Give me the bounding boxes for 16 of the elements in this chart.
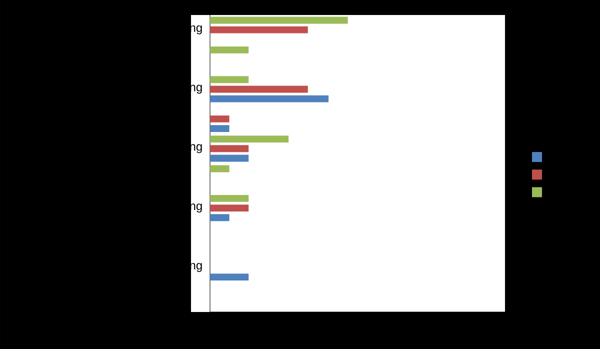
bar (210, 145, 249, 152)
bar (210, 26, 308, 34)
bar (210, 274, 249, 281)
bar (210, 86, 308, 93)
bar (210, 95, 329, 102)
bar (210, 115, 230, 122)
bar (210, 16, 348, 24)
bar (210, 214, 230, 222)
bar (210, 76, 249, 84)
bar (210, 194, 249, 202)
bar (210, 204, 249, 212)
bar (210, 154, 249, 162)
bar (210, 46, 249, 54)
bar (210, 136, 289, 143)
bar (210, 125, 230, 132)
bar (210, 165, 230, 172)
